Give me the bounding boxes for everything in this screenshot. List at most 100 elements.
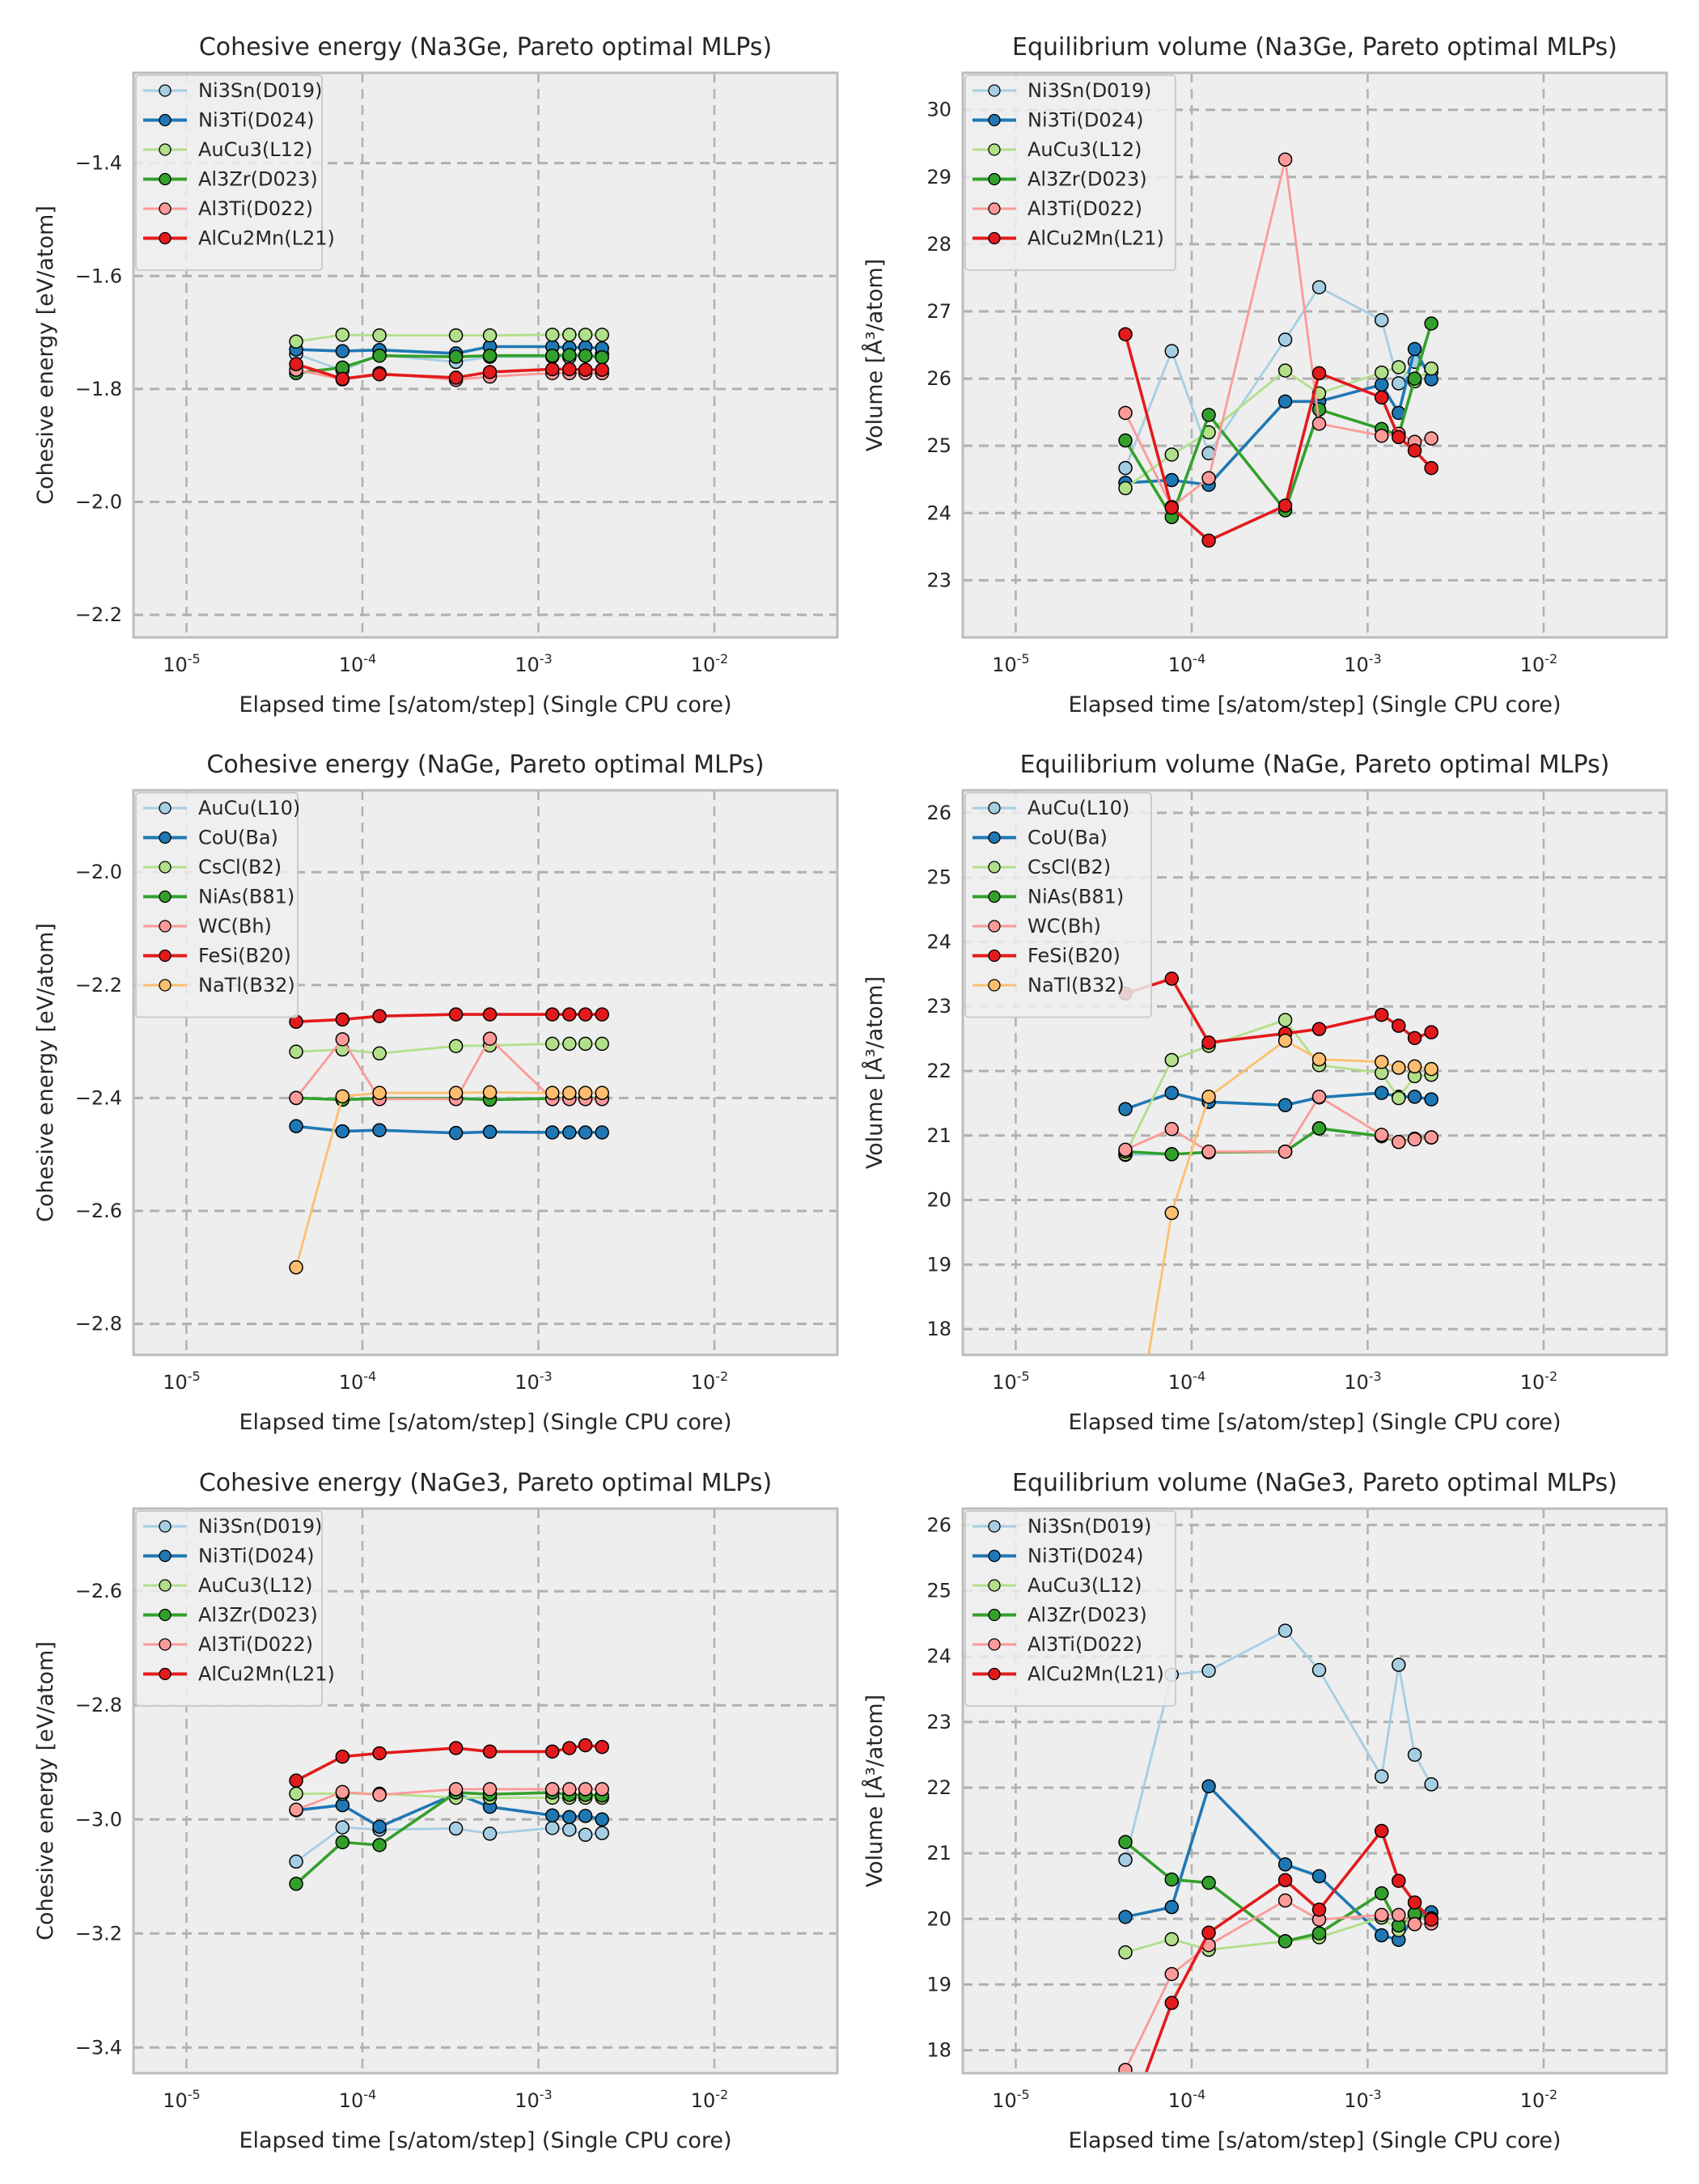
legend-entry: Ni3Ti(D024) [198,1545,315,1568]
legend-marker [159,920,172,933]
data-point [482,348,498,363]
axes-frame [132,71,839,639]
data-point [372,1046,387,1061]
data-point [1392,1135,1406,1149]
x-axis-label: Elapsed time [s/atom/step] (Single CPU c… [239,1410,731,1435]
legend-entry: Al3Zr(D023) [1027,168,1147,191]
data-point [1201,1144,1216,1159]
legend-marker [988,861,1001,874]
data-point [372,366,387,382]
axes-frame [961,1507,1668,2075]
data-point [1311,1052,1327,1067]
data-point [1374,1823,1389,1839]
data-point [1277,1033,1293,1048]
data-point [1277,1857,1293,1872]
data-point [1311,280,1327,294]
data-point [1392,1907,1406,1923]
x-tick-label: 10-5 [992,1369,1030,1394]
x-axis-label: Elapsed time [s/atom/step] (Single CPU c… [1068,2128,1561,2153]
chart-panel-5: 10-5 10-4 10-3 10-2 18 19 20 21 22 23 24 25 26 Equili… [862,1469,1668,2153]
x-tick-label: 10-5 [163,2087,201,2112]
data-point [1164,500,1180,515]
data-point [562,1007,577,1022]
y-tick-label: 24 [926,502,951,524]
data-point [1277,394,1293,409]
data-point [1118,1142,1133,1158]
data-point [482,365,498,379]
data-point [544,1744,560,1759]
legend-entry: Al3Ti(D022) [198,197,313,220]
data-point [335,328,350,342]
y-tick-label: 27 [926,300,951,323]
x-tick-label: 10-2 [691,1369,729,1394]
data-point [335,1032,350,1047]
legend-entry: Ni3Sn(D019) [1027,1515,1151,1538]
legend-marker [988,979,1001,992]
data-point [578,1007,593,1022]
y-tick-label: −1.4 [75,152,122,175]
legend-entry: AlCu2Mn(L21) [1027,1663,1164,1686]
data-layer [289,328,609,387]
data-point [448,1125,464,1141]
data-point [1277,1098,1293,1113]
data-point [1311,402,1327,417]
x-axis-label: Elapsed time [s/atom/step] (Single CPU c… [1068,692,1561,717]
y-tick-label: 19 [926,1253,951,1276]
data-point [1277,152,1293,167]
chart-panel-4: 10-5 10-4 10-3 10-2 −3.4 −3.2 −3.0 −2.8 −2.6 Cohe… [33,1469,839,2153]
data-point [1201,1035,1216,1050]
chart-title: Cohesive energy (NaGe, Pareto optimal ML… [206,751,764,779]
legend-entry: Al3Zr(D023) [1027,1604,1147,1627]
data-point [1424,1912,1438,1927]
data-point [1277,498,1293,513]
data-point [1201,1779,1216,1794]
legend-marker [159,143,172,156]
data-point [1118,480,1133,496]
legend-marker [159,202,172,215]
y-tick-label: 21 [926,1124,951,1147]
chart-title: Equilibrium volume (Na3Ge, Pareto optima… [1012,33,1617,61]
data-point [1277,363,1293,378]
data-point [1118,1102,1133,1116]
legend-marker [988,1579,1001,1592]
x-tick-label: 10-2 [1520,1369,1558,1394]
data-point [289,1786,303,1801]
data-point [448,328,464,343]
legend-marker [988,1638,1001,1651]
data-point [1374,390,1389,405]
data-point [1407,1031,1422,1046]
data-point [595,1036,609,1052]
legend-entry: Al3Ti(D022) [1027,197,1142,220]
y-axis-label: Cohesive energy [eV/atom] [33,1641,58,1941]
legend-marker [988,1667,1001,1681]
data-point [448,1741,464,1755]
y-tick-label: −3.4 [75,2036,122,2059]
y-tick-label: 18 [926,2039,951,2062]
data-point [372,348,387,363]
data-point [544,362,560,377]
data-point [289,1260,303,1275]
chart-panel-3: 10-5 10-4 10-3 10-2 18 19 20 21 22 23 24 25 26 Equili… [862,751,1668,1435]
data-point [1311,1903,1327,1917]
data-point [335,344,350,358]
chart-title: Cohesive energy (NaGe3, Pareto optimal M… [199,1469,772,1497]
data-point [482,1826,498,1841]
y-axis-label: Volume [Å³/atom] [862,259,888,451]
legend-entry: FeSi(B20) [1027,945,1121,967]
data-point [578,328,593,342]
data-point [578,1782,593,1797]
data-point [289,1773,303,1788]
data-point [1374,1086,1389,1100]
data-point [289,1877,303,1891]
x-tick-label: 10-2 [1520,2087,1558,2112]
legend-marker [159,861,172,874]
data-point [544,1125,560,1140]
data-point [562,1086,577,1100]
legend-marker [159,802,172,815]
data-point [289,1090,303,1106]
legend: Ni3Sn(D019) Ni3Ti(D024) AuCu3(L12) Al3Zr(D0… [135,74,335,271]
data-point [372,1086,387,1100]
legend: Ni3Sn(D019) Ni3Ti(D024) AuCu3(L12) Al3Zr(D0… [135,1510,335,1707]
data-point [562,328,577,342]
data-point [1424,460,1438,476]
